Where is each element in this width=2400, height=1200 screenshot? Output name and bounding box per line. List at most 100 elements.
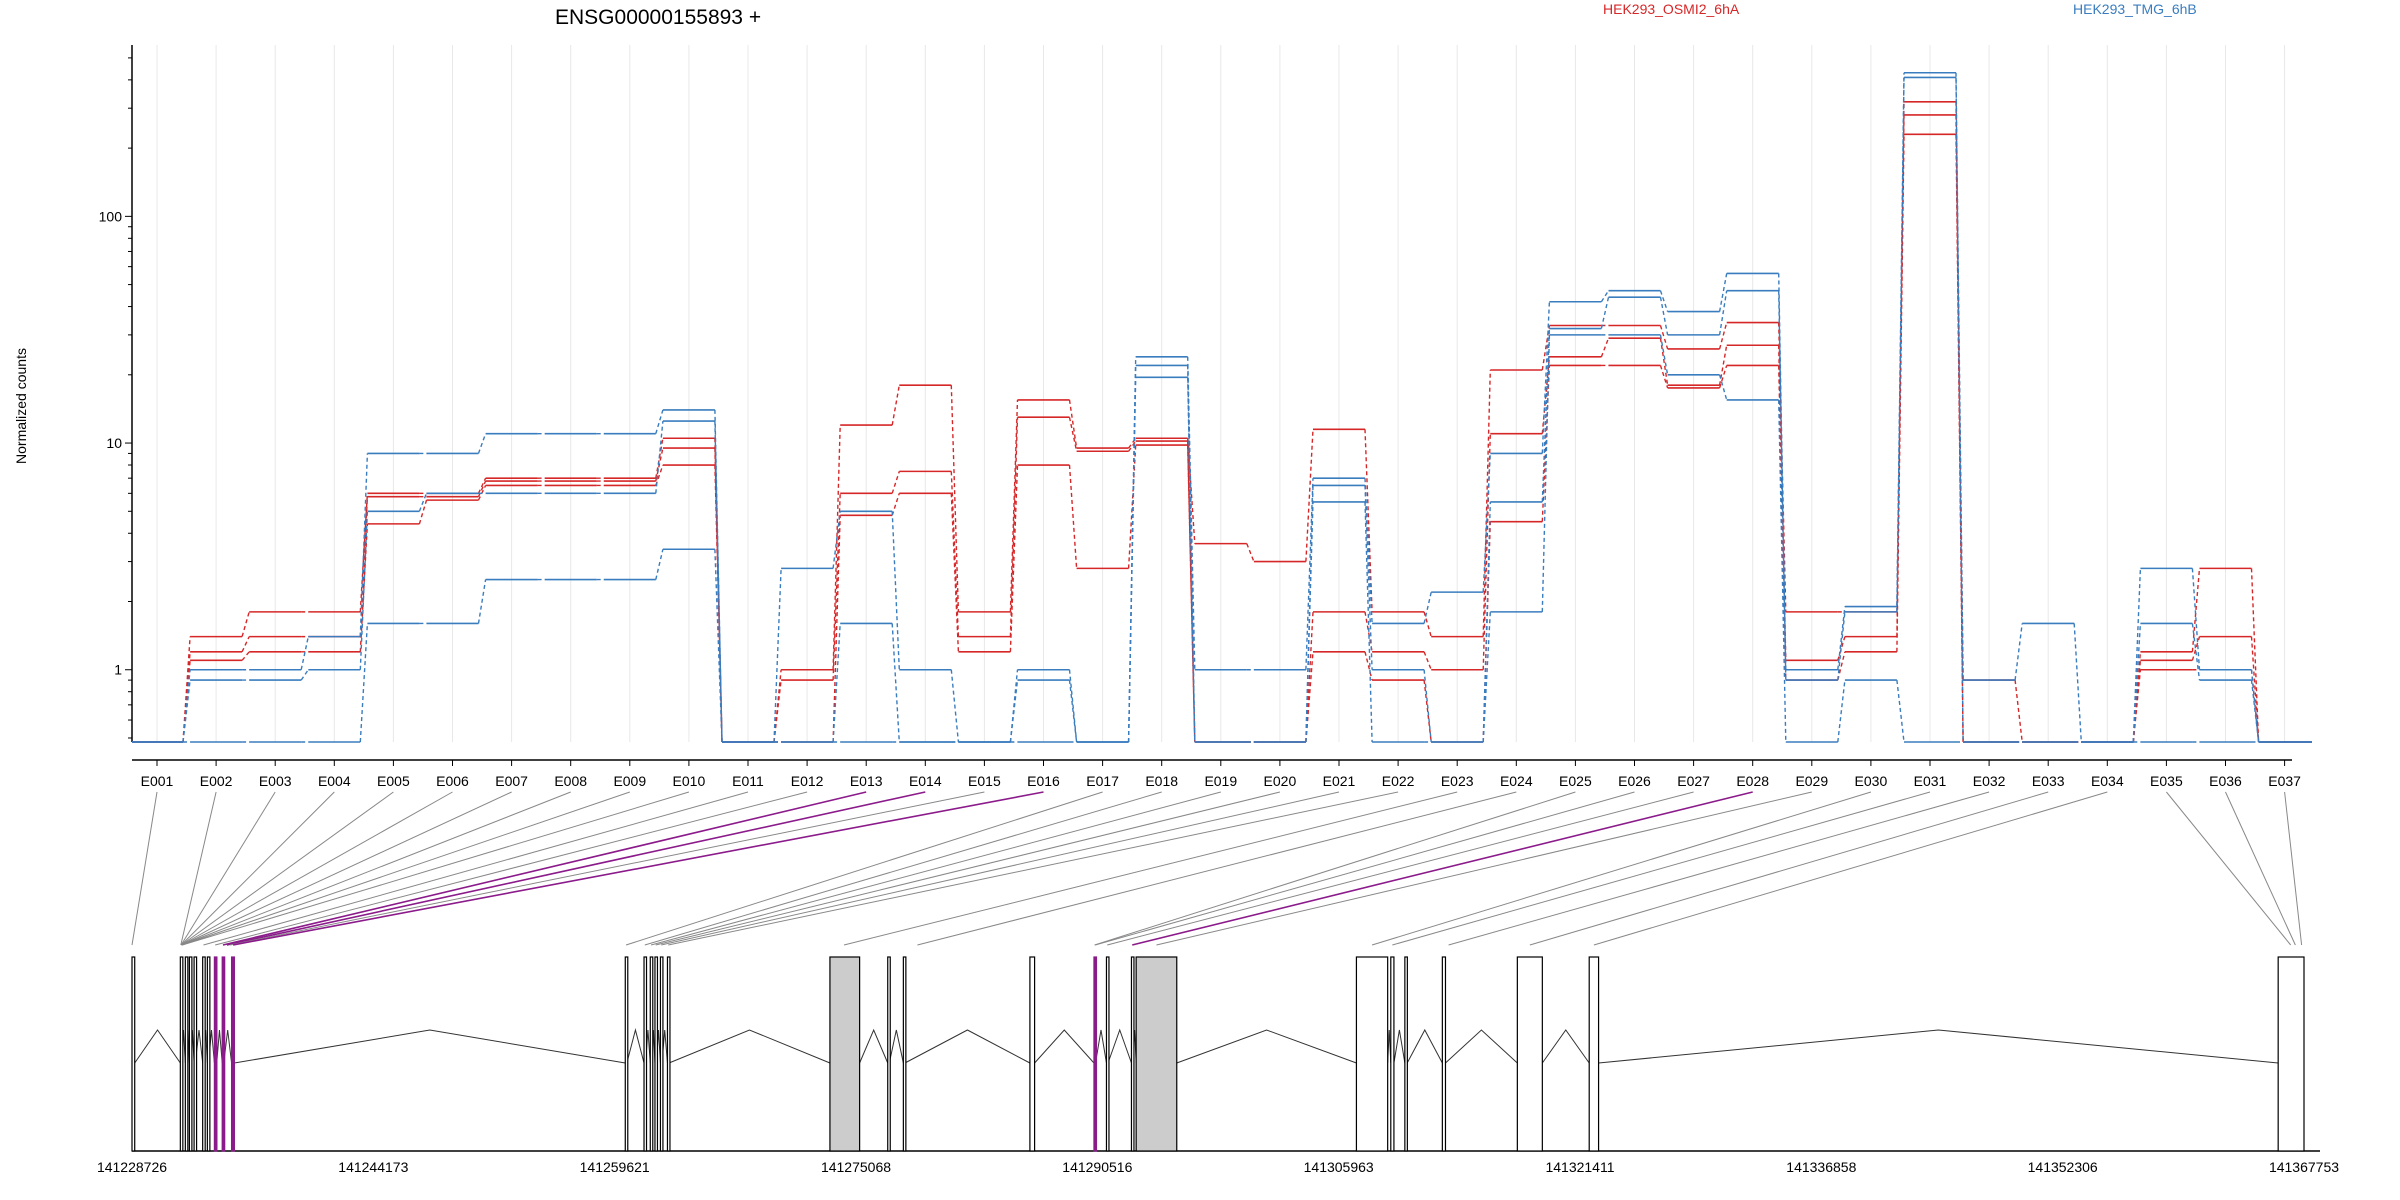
exon-label-E023: E023 <box>1441 773 1474 789</box>
exon-label-E029: E029 <box>1795 773 1828 789</box>
exon-label-E014: E014 <box>909 773 942 789</box>
gene-exon <box>643 956 648 1152</box>
y-ticks: 1 10 100 <box>99 57 132 739</box>
gene-exon <box>624 956 629 1152</box>
intron-connector <box>134 1029 181 1064</box>
gene-exon <box>887 956 891 1152</box>
exon-label-E017: E017 <box>1086 773 1119 789</box>
exon-map-line <box>181 791 394 946</box>
exon-map-line <box>2225 791 2296 946</box>
legend-item-osmi2: HEK293_OSMI2_6hA <box>1603 1 1740 17</box>
series-line-HEK293_TMG_6hB-5 <box>132 334 2312 743</box>
coordinate-label: 141367753 <box>2269 1159 2339 1175</box>
exon-map-line <box>180 791 276 946</box>
exon-label-E031: E031 <box>1914 773 1947 789</box>
exon-map-line <box>843 791 1458 946</box>
gene-model <box>131 956 2320 1152</box>
exon-label-E008: E008 <box>554 773 587 789</box>
exon-label-E001: E001 <box>141 773 174 789</box>
vertical-gridlines <box>156 45 2286 742</box>
series-ramp-HEK293_TMG_6hB-5 <box>183 334 2259 743</box>
gene-exon <box>1516 956 1543 1152</box>
coordinate-label: 141259621 <box>580 1159 650 1175</box>
exon-label-E028: E028 <box>1736 773 1769 789</box>
exon-map-line <box>226 791 926 946</box>
exon-map-line <box>1132 791 1753 946</box>
exon-label-E024: E024 <box>1500 773 1533 789</box>
exon-map-line <box>1529 791 2049 946</box>
coordinate-label: 141305963 <box>1304 1159 1374 1175</box>
exon-label-E018: E018 <box>1145 773 1178 789</box>
exon-map-line <box>2284 791 2303 946</box>
intron-connector <box>859 1028 889 1064</box>
exon-map-line <box>917 791 1517 946</box>
exon-map-line <box>668 791 1399 946</box>
legend-item-tmg: HEK293_TMG_6hB <box>2073 1 2197 17</box>
exon-map-line <box>232 791 1044 946</box>
exon-map-line <box>203 791 749 946</box>
coordinate-label: 141321411 <box>1545 1159 1614 1175</box>
intron-connector <box>668 1029 831 1064</box>
intron-connector <box>1393 1029 1406 1064</box>
coordinate-label: 141228726 <box>97 1159 167 1175</box>
gene-exon <box>902 956 907 1152</box>
intron-connector <box>904 1029 1031 1064</box>
exon-label-E035: E035 <box>2150 773 2183 789</box>
exon-map-line <box>1371 791 1872 946</box>
gene-exon <box>666 956 671 1152</box>
gene-exon <box>654 956 659 1152</box>
gene-exon <box>230 956 235 1152</box>
exon-map-line <box>180 791 335 946</box>
y-tick-label: 100 <box>99 208 123 224</box>
intron-connector <box>216 1029 223 1064</box>
exon-label-E016: E016 <box>1027 773 1060 789</box>
y-tick-label: 1 <box>114 662 122 678</box>
intron-connector <box>234 1029 626 1064</box>
exon-map-line <box>181 791 571 946</box>
axes <box>131 45 2292 761</box>
exon-map-line <box>625 791 1103 946</box>
gene-exon <box>1355 956 1389 1152</box>
gene-exon <box>179 956 184 1152</box>
coordinate-label: 141336858 <box>1786 1159 1856 1175</box>
gene-exon <box>131 956 136 1152</box>
exon-map-line <box>181 791 453 946</box>
exon-label-E007: E007 <box>495 773 528 789</box>
gene-exon <box>649 956 654 1152</box>
exon-map-line <box>1095 791 1635 946</box>
y-tick-label: 10 <box>106 435 122 451</box>
exon-map-line <box>180 791 217 946</box>
gene-exon <box>829 956 861 1152</box>
intron-connector <box>1541 1029 1590 1064</box>
series-line-HEK293_OSMI2_6hA-1 <box>132 114 2312 743</box>
exon-map-line <box>644 791 1162 946</box>
exon-map-line <box>650 791 1221 946</box>
exon-label-E034: E034 <box>2091 773 2124 789</box>
exon-map-line <box>1448 791 1990 946</box>
gene-exon <box>1588 956 1600 1152</box>
exon-map-line <box>182 791 690 946</box>
exon-map-line <box>181 791 630 946</box>
exon-label-E033: E033 <box>2032 773 2065 789</box>
exon-label-E032: E032 <box>1973 773 2006 789</box>
exon-label-E009: E009 <box>613 773 646 789</box>
exon-label-E013: E013 <box>850 773 883 789</box>
gene-exon <box>1404 956 1408 1152</box>
gene-exon <box>1135 956 1178 1152</box>
gene-exon <box>221 956 226 1152</box>
gene-exon <box>206 956 211 1152</box>
intron-connector <box>888 1029 904 1064</box>
gene-exon <box>188 956 193 1152</box>
exon-label-E027: E027 <box>1677 773 1710 789</box>
exon-label-E002: E002 <box>200 773 233 789</box>
coordinate-label: 141352306 <box>2028 1159 2098 1175</box>
exon-label-E012: E012 <box>791 773 824 789</box>
exon-label-E010: E010 <box>673 773 706 789</box>
exon-map-line <box>1392 791 1931 946</box>
gene-exon <box>193 956 198 1152</box>
exon-map-line <box>1156 791 1812 946</box>
exon-map-line <box>1593 791 2108 946</box>
coordinate-label: 141290516 <box>1062 1159 1132 1175</box>
gene-exon <box>1441 956 1447 1152</box>
